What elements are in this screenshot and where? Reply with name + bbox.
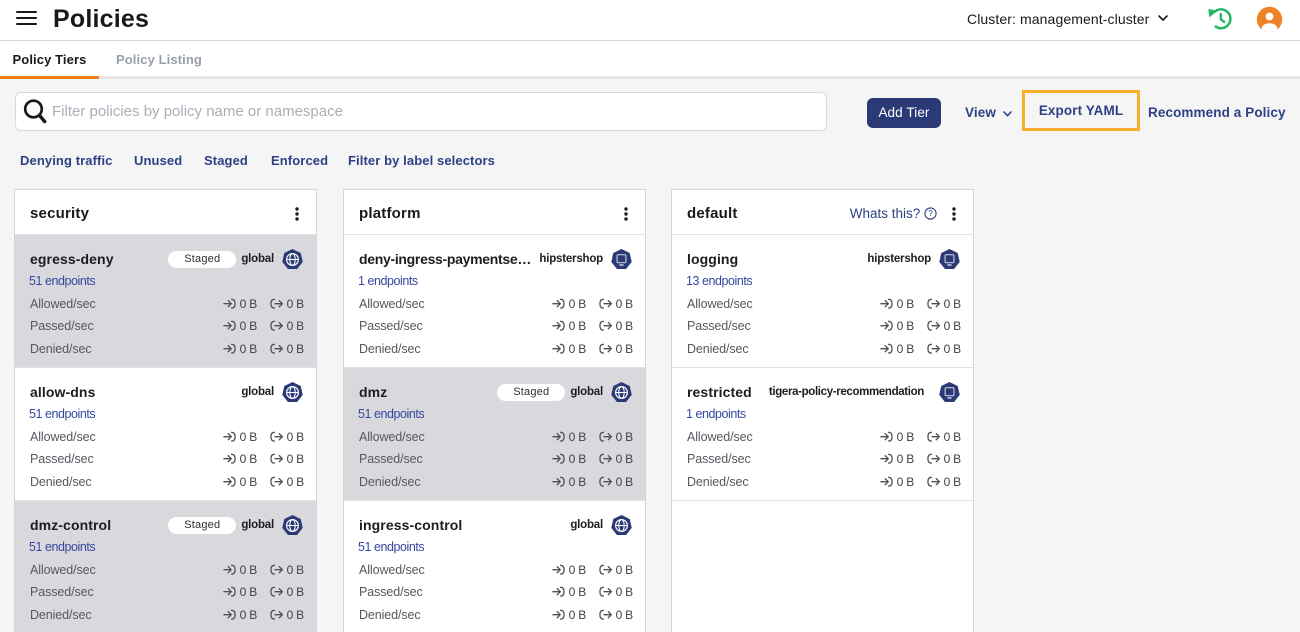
- svg-text:?: ?: [928, 209, 933, 218]
